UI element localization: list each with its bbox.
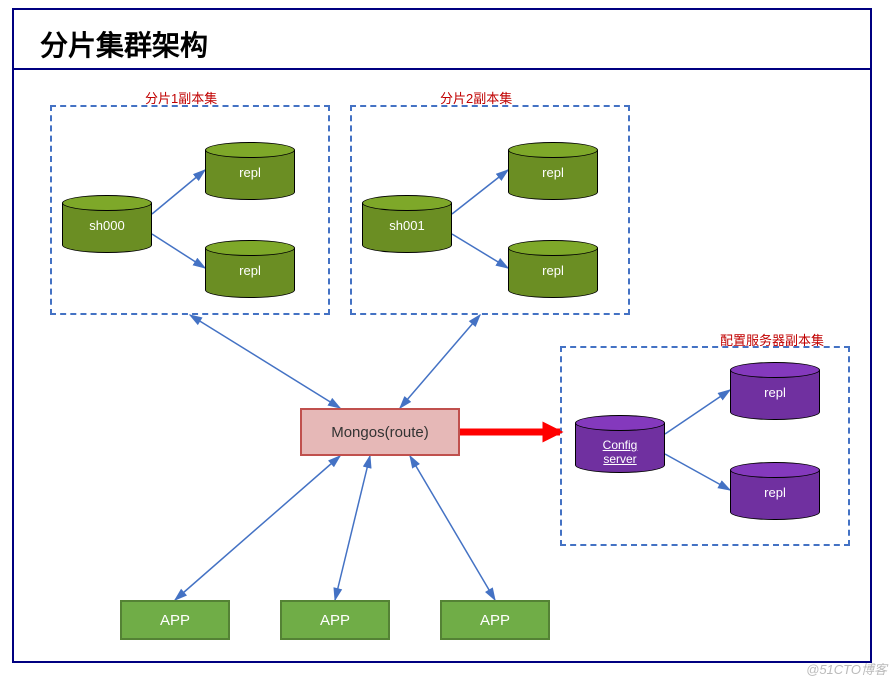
cylinder-sh000_repl1: repl [205, 142, 295, 200]
cylinder-cfg_repl1-label: repl [730, 386, 820, 400]
cylinder-cfg_repl2-label: repl [730, 486, 820, 500]
cylinder-sh001_repl1-label: repl [508, 166, 598, 180]
diagram-canvas: 分片集群架构 分片1副本集 分片2副本集 配置服务器副本集 sh000replr… [0, 0, 893, 682]
cylinder-sh000: sh000 [62, 195, 152, 253]
cylinder-sh000-label: sh000 [62, 219, 152, 233]
cylinder-sh000_repl2: repl [205, 240, 295, 298]
cylinder-sh001_repl1: repl [508, 142, 598, 200]
main-title: 分片集群架构 [40, 24, 208, 64]
box-mongos: Mongos(route) [300, 408, 460, 456]
box-app2: APP [280, 600, 390, 640]
box-app3: APP [440, 600, 550, 640]
cylinder-cfg-label: Config server [575, 439, 665, 465]
cylinder-sh001_repl2-label: repl [508, 264, 598, 278]
cylinder-sh000_repl1-label: repl [205, 166, 295, 180]
cylinder-cfg_repl2: repl [730, 462, 820, 520]
cylinder-sh001_repl2: repl [508, 240, 598, 298]
cylinder-cfg: Config server [575, 415, 665, 473]
cylinder-sh001: sh001 [362, 195, 452, 253]
cylinder-cfg_repl1: repl [730, 362, 820, 420]
cylinder-sh001-label: sh001 [362, 219, 452, 233]
title-divider [12, 68, 872, 70]
watermark: @51CTO博客 [806, 659, 887, 678]
box-app1: APP [120, 600, 230, 640]
cylinder-sh000_repl2-label: repl [205, 264, 295, 278]
